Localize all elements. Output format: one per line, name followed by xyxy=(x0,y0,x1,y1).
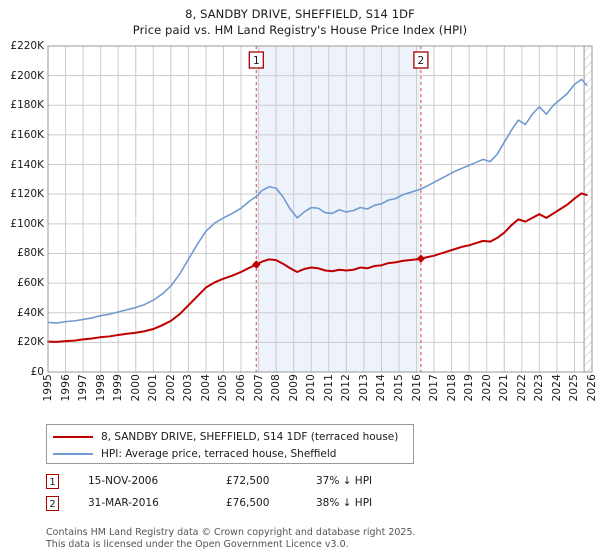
y-tick-label: £140K xyxy=(10,158,44,171)
x-axis-labels: 1995 1996 1997 1998 1999 2000 2001 2002 2003 2004… xyxy=(0,372,600,418)
x-tick-label: 2000 xyxy=(129,374,142,402)
legend-item-hpi: HPI: Average price, terraced house, Shef… xyxy=(53,446,407,461)
svg-text:1: 1 xyxy=(253,55,260,67)
x-tick-label: 1995 xyxy=(42,374,54,402)
x-tick-label: 2019 xyxy=(463,374,476,402)
footer-line-licence: This data is licensed under the Open Gov… xyxy=(46,538,349,550)
x-tick-label: 2010 xyxy=(305,374,318,402)
x-tick-label: 2003 xyxy=(182,374,195,402)
transaction-price: £76,500 xyxy=(226,497,270,509)
page-title: 8, SANDBY DRIVE, SHEFFIELD, S14 1DF xyxy=(185,7,415,21)
legend-swatch-price xyxy=(53,435,93,438)
legend-swatch-hpi xyxy=(53,452,93,455)
transactions-table: 1 15-NOV-2006 £72,500 37% ↓ HPI 2 31-MAR… xyxy=(44,472,444,516)
x-tick-label: 2006 xyxy=(235,374,248,402)
x-tick-label: 2011 xyxy=(322,374,335,402)
transaction-date: 31-MAR-2016 xyxy=(88,497,159,509)
legend-label-price: 8, SANDBY DRIVE, SHEFFIELD, S14 1DF (ter… xyxy=(101,430,399,443)
title-block: 8, SANDBY DRIVE, SHEFFIELD, S14 1DF Pric… xyxy=(0,6,600,39)
x-tick-label: 1998 xyxy=(94,374,107,402)
x-tick-label: 1999 xyxy=(112,374,125,402)
legend-label-hpi: HPI: Average price, terraced house, Shef… xyxy=(101,447,337,460)
x-tick-label: 2013 xyxy=(357,374,370,402)
legend-item-price: 8, SANDBY DRIVE, SHEFFIELD, S14 1DF (ter… xyxy=(53,429,407,444)
x-tick-label: 1996 xyxy=(59,374,72,402)
x-tick-label: 2002 xyxy=(164,374,177,402)
x-tick-label: 2009 xyxy=(287,374,300,402)
x-tick-label: 2012 xyxy=(340,374,353,402)
x-tick-label: 2022 xyxy=(515,374,528,402)
transaction-hpi-delta: 37% ↓ HPI xyxy=(316,475,373,487)
x-tick-label: 2025 xyxy=(568,374,581,402)
table-row: 1 15-NOV-2006 £72,500 37% ↓ HPI xyxy=(44,472,444,494)
x-tick-label: 2016 xyxy=(410,374,423,402)
x-tick-label: 2018 xyxy=(445,374,458,402)
transaction-price: £72,500 xyxy=(226,475,270,487)
x-tick-label: 2026 xyxy=(586,374,598,402)
footer-attribution: Contains HM Land Registry data © Crown c… xyxy=(46,527,566,550)
y-tick-label: £20K xyxy=(17,336,44,349)
transaction-hpi-delta: 38% ↓ HPI xyxy=(316,497,373,509)
x-tick-label: 2007 xyxy=(252,374,265,402)
chart-legend: 8, SANDBY DRIVE, SHEFFIELD, S14 1DF (ter… xyxy=(46,424,414,464)
footer-line-copyright: Contains HM Land Registry data © Crown c… xyxy=(46,527,416,538)
x-tick-label: 2017 xyxy=(428,374,441,402)
transaction-marker-1: 1 xyxy=(46,474,59,489)
x-tick-label: 2001 xyxy=(147,374,160,402)
x-tick-label: 2008 xyxy=(270,374,283,402)
transaction-marker-2: 2 xyxy=(46,496,59,511)
y-tick-label: £80K xyxy=(17,247,44,260)
transaction-date: 15-NOV-2006 xyxy=(88,475,159,487)
x-tick-label: 1997 xyxy=(77,374,90,402)
x-tick-label: 2024 xyxy=(550,374,563,402)
x-tick-label: 2023 xyxy=(533,374,546,402)
page-subtitle: Price paid vs. HM Land Registry's House … xyxy=(132,23,468,37)
table-row: 2 31-MAR-2016 £76,500 38% ↓ HPI xyxy=(44,494,444,516)
x-tick-label: 2020 xyxy=(480,374,493,402)
y-tick-label: £160K xyxy=(10,128,44,141)
y-tick-label: £100K xyxy=(10,217,44,230)
x-tick-label: 2005 xyxy=(217,374,230,402)
x-tick-label: 2014 xyxy=(375,374,388,402)
chart-area: £0 £20K £40K £60K £80K £100K £120K £140K £160K £1… xyxy=(0,40,600,402)
y-axis-labels: £0 £20K £40K £60K £80K £100K £120K £140K £160K £1… xyxy=(0,40,44,378)
y-tick-label: £180K xyxy=(10,99,44,112)
y-tick-label: £40K xyxy=(17,306,44,319)
x-tick-label: 2015 xyxy=(392,374,405,402)
y-tick-label: £220K xyxy=(10,40,44,52)
svg-text:2: 2 xyxy=(418,55,425,67)
y-tick-label: £120K xyxy=(10,188,44,201)
y-tick-label: £200K xyxy=(10,69,44,82)
y-tick-label: £60K xyxy=(17,277,44,290)
x-tick-label: 2004 xyxy=(199,374,212,402)
x-tick-label: 2021 xyxy=(498,374,511,402)
y-tick-label: £0 xyxy=(30,366,44,378)
